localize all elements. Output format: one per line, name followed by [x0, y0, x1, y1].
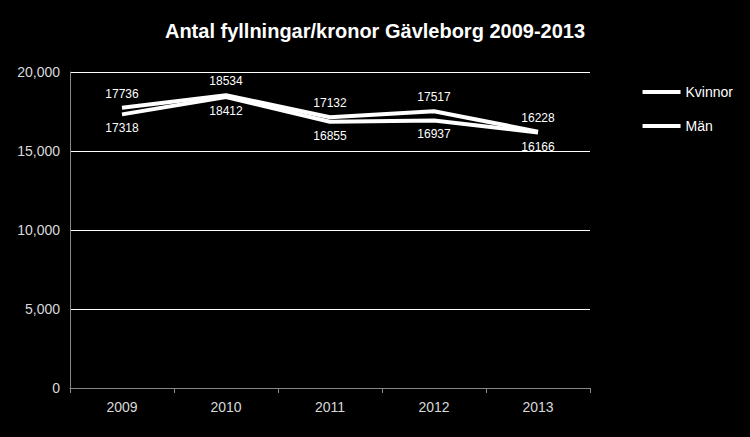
svg-text:18412: 18412	[209, 104, 243, 118]
svg-text:16937: 16937	[417, 127, 451, 141]
svg-text:2009: 2009	[106, 399, 137, 415]
svg-text:10,000: 10,000	[17, 222, 60, 238]
svg-text:2012: 2012	[418, 399, 449, 415]
svg-text:Män: Män	[686, 118, 713, 134]
svg-text:2011: 2011	[315, 399, 345, 415]
svg-text:20,000: 20,000	[17, 64, 60, 80]
svg-text:0: 0	[52, 380, 60, 396]
svg-text:16228: 16228	[521, 111, 555, 125]
svg-text:17517: 17517	[417, 90, 451, 104]
svg-text:2013: 2013	[522, 399, 553, 415]
svg-text:17736: 17736	[105, 87, 139, 101]
svg-text:18534: 18534	[209, 74, 243, 88]
svg-text:16855: 16855	[313, 129, 347, 143]
svg-text:2010: 2010	[210, 399, 241, 415]
svg-text:17132: 17132	[313, 96, 347, 110]
svg-text:15,000: 15,000	[17, 143, 60, 159]
svg-text:Kvinnor: Kvinnor	[686, 84, 734, 100]
svg-text:5,000: 5,000	[25, 301, 60, 317]
svg-text:17318: 17318	[105, 121, 139, 135]
svg-text:Antal fyllningar/kronor Gävleb: Antal fyllningar/kronor Gävleborg 2009-2…	[165, 20, 585, 42]
svg-text:16166: 16166	[521, 140, 555, 154]
